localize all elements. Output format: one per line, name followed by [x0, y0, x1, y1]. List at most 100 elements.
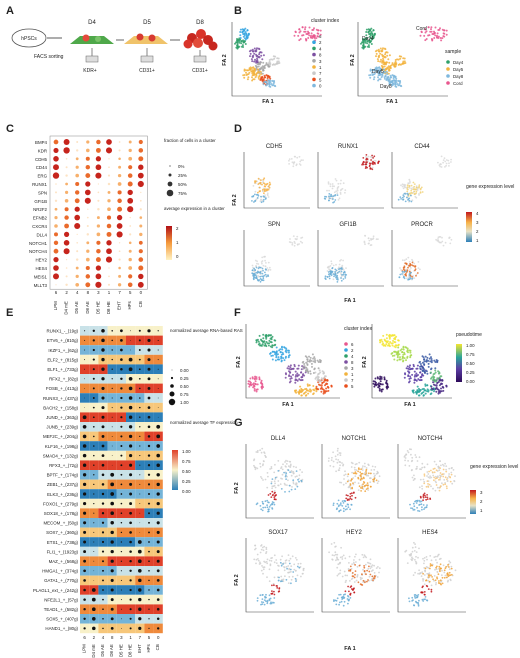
cell-point — [371, 238, 374, 241]
ras-dot — [120, 339, 123, 342]
cell-point — [274, 339, 277, 342]
cell-point — [279, 558, 282, 561]
cell-point — [262, 269, 264, 272]
gene-label: MLLT3 — [34, 283, 48, 288]
cell-point — [306, 368, 309, 371]
cell-point — [288, 460, 291, 463]
cell-point — [266, 602, 269, 605]
ras-dot — [130, 349, 131, 351]
ras-dot — [84, 407, 85, 408]
cell-point — [373, 472, 375, 475]
cell-point — [264, 561, 267, 564]
cell-point — [349, 483, 352, 485]
size-label: 0% — [178, 164, 184, 169]
cell-point — [434, 555, 437, 558]
cell-point — [391, 80, 394, 83]
cell-point — [295, 484, 298, 486]
source-label: hPSCs — [21, 36, 37, 42]
cell-point — [408, 184, 411, 187]
dot-mark — [128, 148, 132, 153]
cell-point — [434, 480, 437, 483]
cell-point — [343, 570, 346, 573]
cell-point — [370, 579, 373, 581]
cell-point — [246, 69, 249, 72]
ras-dot — [147, 377, 151, 381]
cell-point — [262, 502, 265, 505]
regulon-label: RUNX3_+_(437g) — [43, 396, 79, 401]
cell-point — [336, 186, 339, 189]
color-tick: 3 — [480, 490, 483, 495]
cell-point — [273, 554, 276, 557]
dot-mark — [54, 199, 58, 202]
cell-point — [444, 574, 447, 577]
cell-point — [315, 37, 318, 40]
cell-point — [254, 200, 257, 203]
cell-point — [422, 580, 424, 582]
cell-point — [261, 279, 263, 282]
cell-point — [253, 558, 256, 561]
cell-point — [413, 375, 416, 378]
dot-mark — [127, 181, 133, 187]
ras-dot — [138, 578, 142, 583]
cell-point — [420, 575, 423, 577]
legend-title: sample — [445, 49, 461, 55]
cell-point — [394, 76, 397, 79]
cell-point — [432, 578, 434, 581]
cell-point — [375, 55, 377, 58]
cell-point — [302, 159, 304, 162]
cell-point — [264, 595, 266, 598]
ras-dot — [93, 483, 95, 486]
dot-mark — [105, 147, 113, 154]
cell-point — [273, 351, 276, 354]
cell-point — [266, 486, 269, 489]
dot-mark — [116, 223, 123, 229]
cell-point — [253, 387, 256, 390]
cell-point — [282, 580, 285, 583]
cell-point — [287, 554, 290, 556]
cell-point — [298, 474, 301, 477]
cell-point — [410, 367, 413, 370]
cell-point — [342, 259, 344, 262]
cell-point — [428, 576, 430, 578]
cell-point — [411, 275, 413, 278]
cell-point — [441, 240, 444, 243]
cell-point — [377, 471, 379, 474]
legend-swatch — [344, 378, 348, 382]
cell-point — [444, 483, 447, 486]
gene-title: DLL4 — [271, 436, 286, 442]
cell-point — [338, 510, 340, 513]
cell-point — [270, 467, 273, 470]
cell-point — [419, 268, 421, 271]
cell-point — [386, 77, 389, 80]
cell-point — [289, 366, 292, 369]
cell-point — [412, 265, 415, 267]
cell-point — [336, 507, 338, 510]
cell-point — [447, 573, 450, 576]
dot-mark — [96, 224, 101, 228]
cell-point — [406, 269, 409, 271]
axis-x-label: FA 1 — [344, 298, 355, 304]
cell-point — [298, 389, 301, 392]
cell-point — [299, 562, 302, 565]
ras-dot — [147, 338, 151, 342]
cell-point — [420, 591, 423, 594]
ras-dot — [111, 455, 113, 456]
cell-point — [236, 41, 238, 44]
cell-point — [350, 504, 353, 506]
cell-point — [242, 41, 245, 44]
cell-point — [440, 574, 443, 577]
ras-dot — [137, 559, 142, 564]
cell-point — [307, 30, 309, 33]
cell-point — [280, 564, 283, 567]
pseudotime-ticks: 1.000.750.500.250.00 — [466, 343, 475, 384]
ras-dot — [102, 598, 104, 601]
cell-point — [413, 262, 416, 265]
d5-culture-icon — [124, 36, 168, 44]
cell-point — [253, 60, 256, 63]
cell-point — [253, 389, 256, 392]
cell-point — [426, 558, 428, 561]
axis-line — [245, 444, 314, 519]
size-swatch — [169, 391, 175, 397]
dot-mark — [85, 265, 90, 271]
color-scale — [466, 212, 472, 242]
